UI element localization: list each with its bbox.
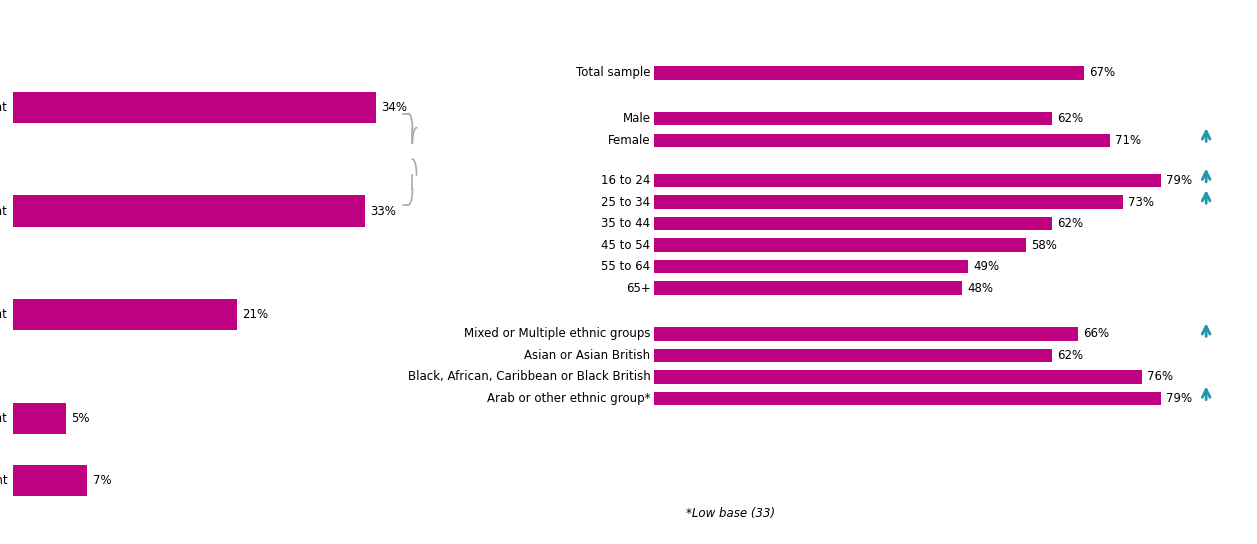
Text: Neither important/ unimportant: Neither important/ unimportant xyxy=(0,308,8,322)
Text: 65+: 65+ xyxy=(626,282,650,295)
Bar xyxy=(13,403,67,434)
Text: 62%: 62% xyxy=(1057,349,1084,362)
Bar xyxy=(13,92,376,123)
Text: 66%: 66% xyxy=(1082,327,1109,341)
Text: 73%: 73% xyxy=(1128,196,1154,208)
Text: Male: Male xyxy=(622,112,650,125)
Bar xyxy=(654,112,1052,126)
Bar xyxy=(654,260,968,274)
Text: 79%: 79% xyxy=(1166,174,1193,187)
Bar xyxy=(654,327,1077,341)
Text: 33%: 33% xyxy=(371,205,396,218)
Text: 58%: 58% xyxy=(1032,239,1057,252)
Bar xyxy=(13,299,238,330)
Bar xyxy=(13,465,88,496)
Text: 62%: 62% xyxy=(1057,217,1084,230)
Bar xyxy=(13,195,366,227)
Text: Asian or Asian British: Asian or Asian British xyxy=(524,349,650,362)
Text: 76%: 76% xyxy=(1148,370,1173,384)
Text: 48%: 48% xyxy=(967,282,993,295)
Text: 25 to 34: 25 to 34 xyxy=(601,196,650,208)
Text: Somewhat important: Somewhat important xyxy=(0,205,8,218)
Text: 55 to 64: 55 to 64 xyxy=(601,260,650,273)
Bar xyxy=(654,238,1026,252)
Bar xyxy=(654,133,1110,147)
Text: 67%: 67% xyxy=(1090,66,1115,79)
Text: 79%: 79% xyxy=(1166,392,1193,405)
Bar xyxy=(654,392,1161,405)
Text: 16 to 24: 16 to 24 xyxy=(601,174,650,187)
Bar xyxy=(654,281,962,295)
Text: Mixed or Multiple ethnic groups: Mixed or Multiple ethnic groups xyxy=(464,327,650,341)
Text: Black, African, Caribbean or Black British: Black, African, Caribbean or Black Briti… xyxy=(407,370,650,384)
Bar xyxy=(654,174,1161,187)
Text: Female: Female xyxy=(608,134,650,147)
Text: Not at all important: Not at all important xyxy=(0,474,8,487)
Text: 34%: 34% xyxy=(381,101,407,114)
Bar xyxy=(654,349,1052,362)
Text: *Low base (33): *Low base (33) xyxy=(686,506,774,520)
Text: 71%: 71% xyxy=(1115,134,1141,147)
Bar xyxy=(654,195,1123,209)
Text: Total sample: Total sample xyxy=(576,66,650,79)
Text: 21%: 21% xyxy=(243,308,269,322)
Text: 7%: 7% xyxy=(93,474,112,487)
Bar xyxy=(654,370,1141,384)
Bar xyxy=(654,217,1052,230)
Text: Somewhat unimportant: Somewhat unimportant xyxy=(0,412,8,425)
Text: Arab or other ethnic group*: Arab or other ethnic group* xyxy=(486,392,650,405)
Text: 49%: 49% xyxy=(974,260,999,273)
Text: 5%: 5% xyxy=(72,412,89,425)
Text: 35 to 44: 35 to 44 xyxy=(601,217,650,230)
Text: 45 to 54: 45 to 54 xyxy=(601,239,650,252)
Bar xyxy=(654,66,1084,80)
Text: Very important: Very important xyxy=(0,101,8,114)
Text: 62%: 62% xyxy=(1057,112,1084,125)
